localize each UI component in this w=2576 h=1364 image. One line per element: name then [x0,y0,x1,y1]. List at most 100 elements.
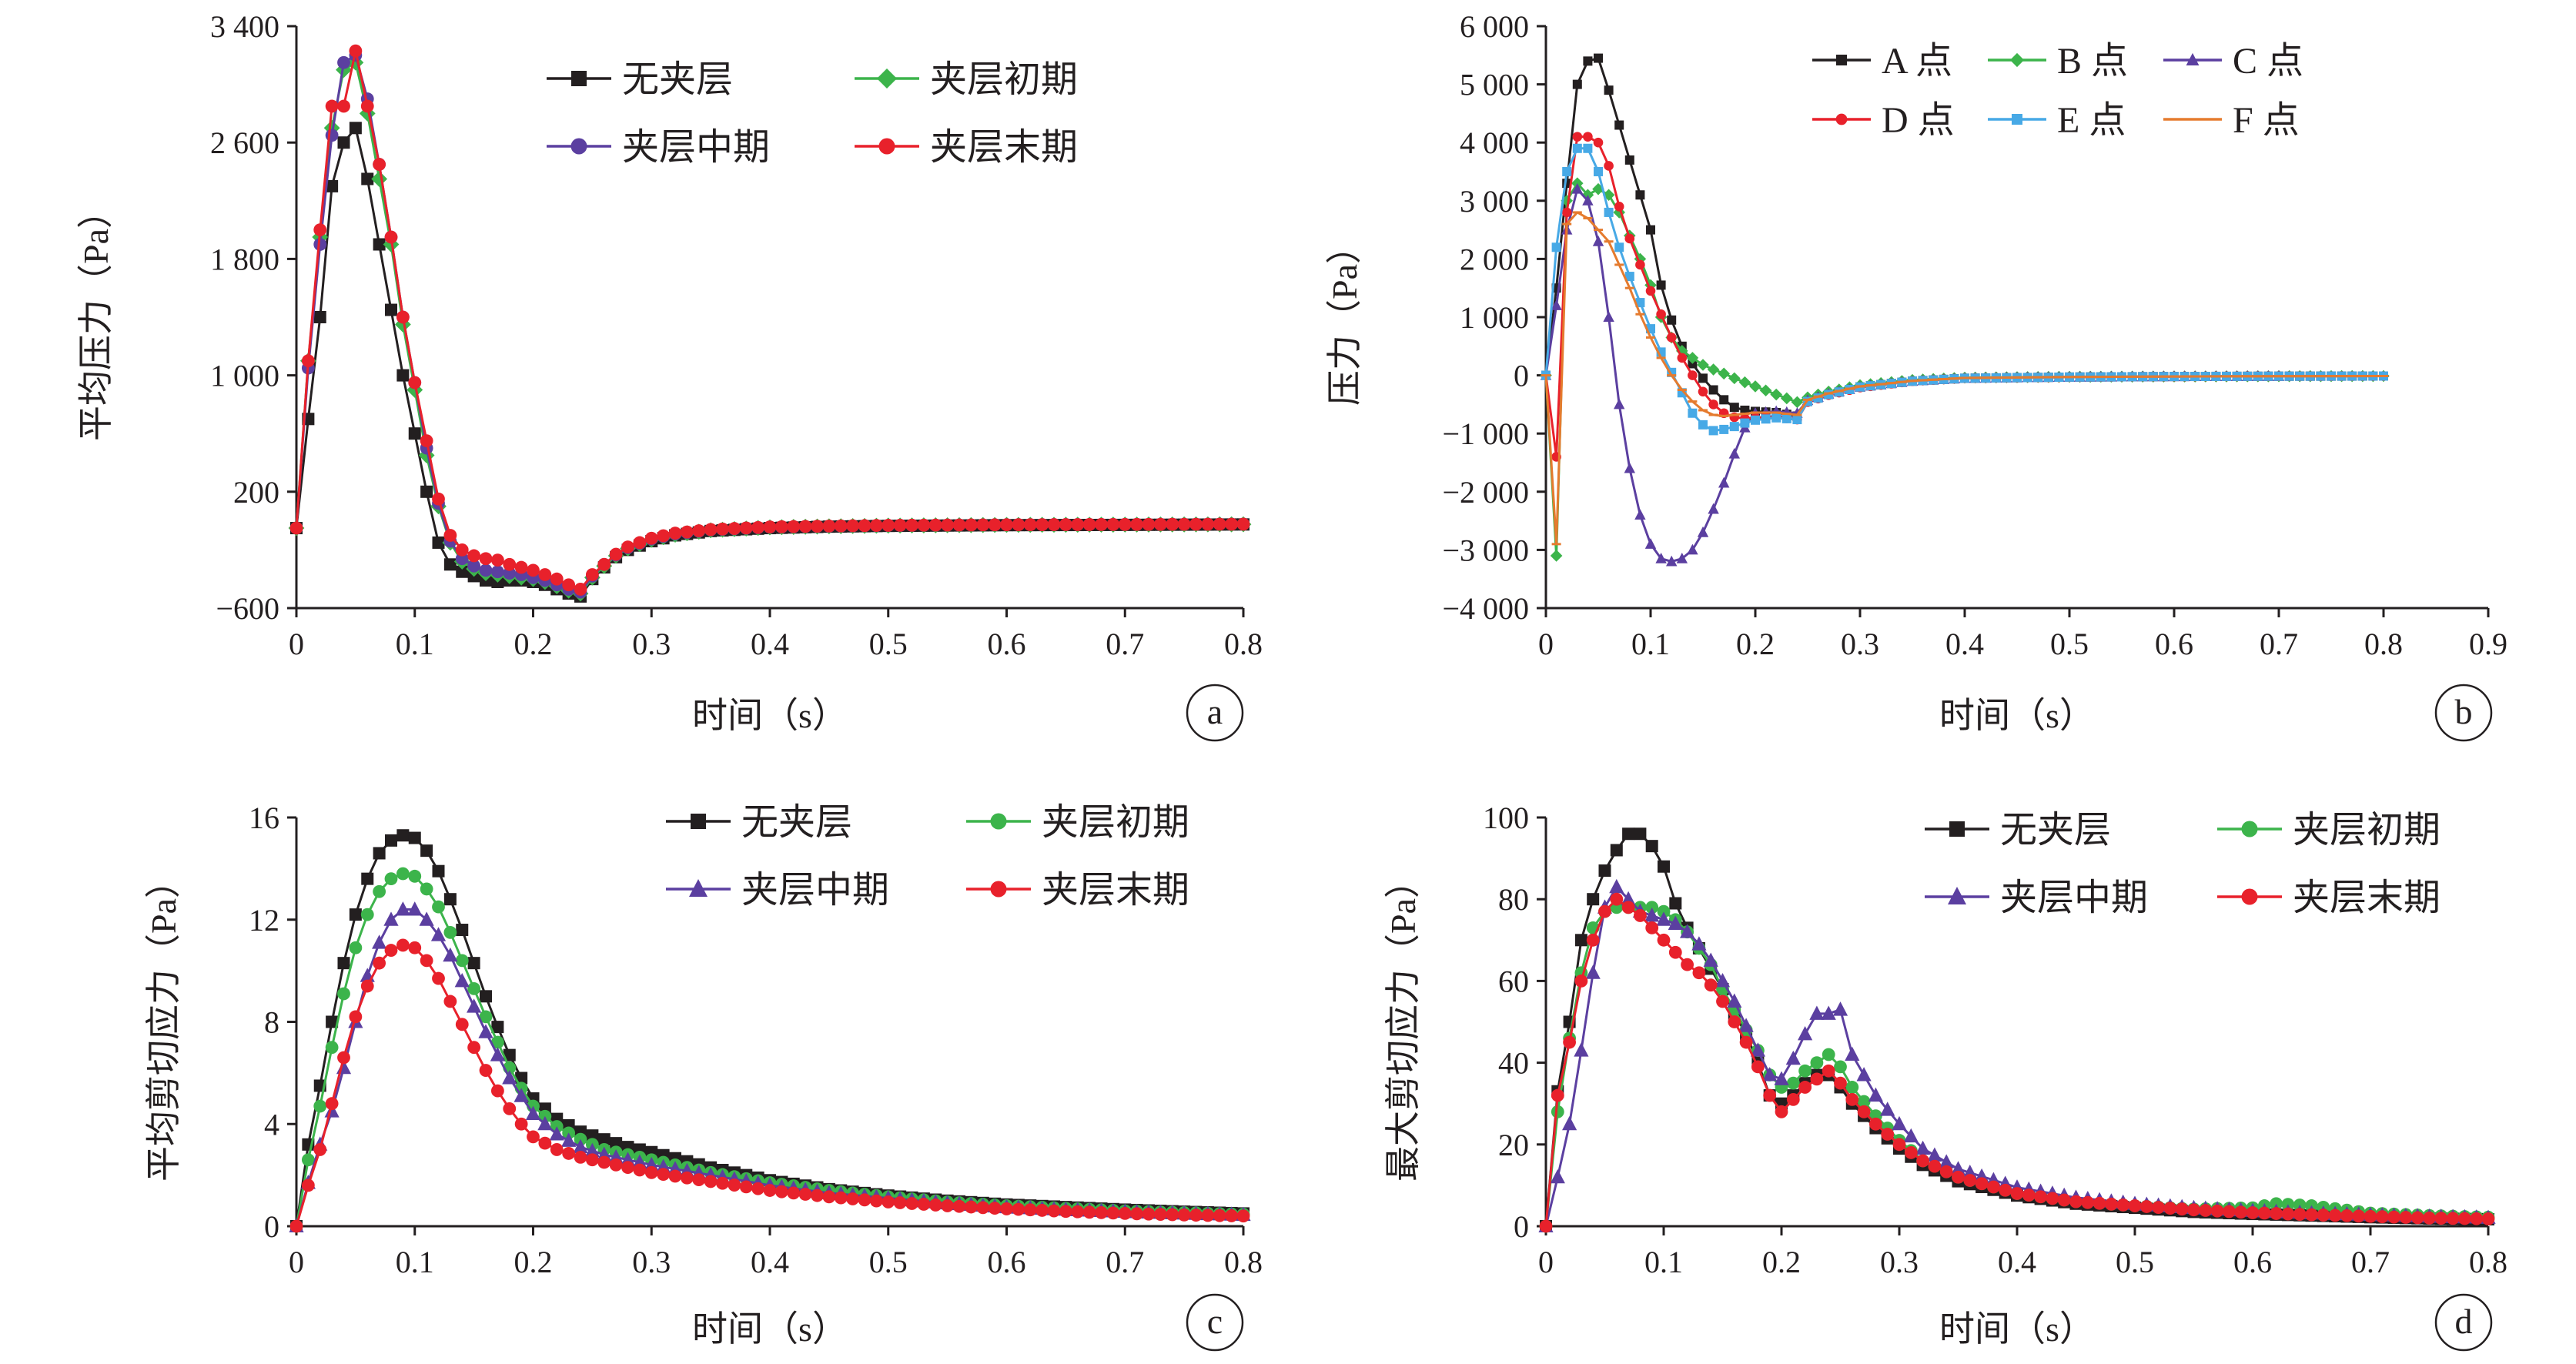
data-point [336,62,352,79]
legend-swatch-marker [1949,821,1965,837]
data-point [467,559,481,573]
data-point [1225,1209,1239,1222]
data-point [1667,315,1677,325]
data-point [728,522,741,535]
data-point [2081,1195,2095,1209]
data-point [811,1188,824,1202]
data-point [561,1132,577,1147]
legend-item-1: 无夹层 [1925,810,2111,851]
data-point [1763,1088,1777,1102]
data-point [869,1194,883,1208]
data-point [1868,1087,1883,1102]
data-point [1698,386,1708,397]
legend-item-2: 夹层初期 [855,59,1078,100]
x-tick-label: 0.7 [2260,627,2298,661]
data-point [1587,893,1600,906]
data-point [846,519,860,533]
data-point [396,310,410,324]
data-point [1832,1001,1848,1016]
data-point [395,901,410,916]
data-point [1987,1180,2000,1194]
data-point [1621,901,1635,914]
data-point [349,908,362,921]
data-point [1624,462,1635,473]
data-point [1142,517,1156,531]
data-point [2399,1211,2413,1224]
data-point [574,1150,587,1164]
data-point [454,973,470,988]
data-point [1644,538,1657,549]
data-point [905,518,918,532]
data-point [2410,1211,2424,1225]
data-point [1785,1050,1801,1065]
data-point [1707,363,1720,376]
data-point [301,1178,315,1192]
data-point [1585,964,1601,979]
data-point [1738,1018,1754,1032]
data-point [1571,182,1583,194]
y-tick-label: −1 000 [1442,416,1529,451]
data-point [1012,1202,1025,1216]
data-point [385,303,397,316]
data-point [2246,1206,2260,1219]
data-point [2152,1201,2166,1214]
legend-item-3: 夹层中期 [547,127,770,168]
data-point [609,547,623,561]
data-point [467,998,482,1013]
x-tick-label: 0.4 [751,1245,789,1279]
x-axis-title: 时间（s） [692,696,848,735]
legend-item-6: F 点 [2163,100,2300,141]
data-point [597,557,611,571]
x-tick-label: 0 [289,1245,304,1279]
data-point [478,1024,493,1038]
x-tick-label: 0.9 [2469,627,2507,661]
data-point [1729,422,1739,432]
data-point [490,1035,504,1049]
data-point [1572,79,1582,89]
data-point [952,1199,966,1213]
data-point [2234,1205,2248,1219]
data-point [550,1143,564,1156]
legend-label: 夹层初期 [1042,802,1189,843]
data-point [420,434,433,448]
data-point [373,884,386,898]
data-point [1614,202,1624,212]
data-point [408,869,422,883]
data-point [1822,1048,1835,1061]
data-point [1668,945,1682,959]
data-point [349,122,362,135]
data-point [467,957,480,970]
data-point [1845,1092,1859,1106]
data-point [490,553,504,567]
y-tick-label: 1 800 [210,242,279,276]
data-point [1719,395,1729,405]
data-point [1082,1205,1096,1219]
data-point [1551,242,1561,252]
data-point [396,938,410,952]
legend-item-2: 夹层初期 [2217,810,2441,851]
x-tick-label: 0.8 [1224,1245,1263,1279]
data-point [1130,517,1144,531]
data-point [763,520,777,533]
data-point [372,934,387,949]
data-point [1562,1115,1577,1131]
data-point [1594,167,1603,176]
data-point [1975,1177,1989,1191]
data-point [633,536,647,550]
data-point [1708,400,1718,410]
legend-item-3: 夹层中期 [1925,878,2148,918]
data-point [834,519,848,533]
data-point [313,1143,327,1156]
data-point [361,172,374,186]
data-point [1952,1170,1965,1184]
data-point [525,1105,541,1120]
data-point [1857,1105,1871,1118]
data-point [408,941,422,954]
data-point [337,99,350,113]
legend-swatch-marker [2241,888,2258,905]
y-tick-label: 3 000 [1460,184,1529,219]
y-tick-label: 80 [1498,882,1529,917]
x-tick-label: 0.2 [1762,1245,1801,1279]
data-point [514,1088,529,1102]
